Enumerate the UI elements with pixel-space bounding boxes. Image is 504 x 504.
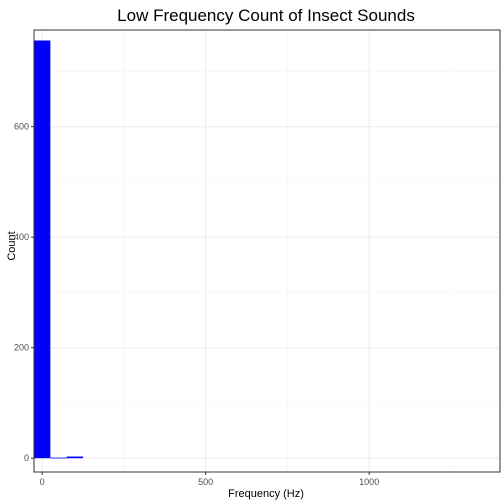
y-axis-ticks: 0 200 400 600 [14, 122, 34, 463]
y-tick-label: 200 [14, 343, 29, 353]
y-tick-label: 600 [14, 122, 29, 132]
panel-border [33, 29, 501, 473]
histogram-bar [50, 457, 67, 459]
x-tick-label: 1000 [359, 477, 379, 487]
x-tick-label: 500 [198, 477, 213, 487]
y-axis-title: Count [6, 231, 18, 260]
histogram-bar [34, 40, 51, 459]
grid-major-lines [34, 30, 500, 472]
chart-title: Low Frequency Count of Insect Sounds [117, 6, 415, 25]
histogram-bar [66, 456, 84, 459]
x-tick-label: 0 [40, 477, 45, 487]
x-axis-title: Frequency (Hz) [228, 488, 304, 500]
grid-minor-lines [34, 30, 500, 472]
histogram-bars [34, 40, 84, 459]
x-axis-ticks: 0 500 1000 [40, 472, 379, 487]
y-tick-label: 0 [24, 453, 29, 463]
y-tick-label: 400 [14, 232, 29, 242]
